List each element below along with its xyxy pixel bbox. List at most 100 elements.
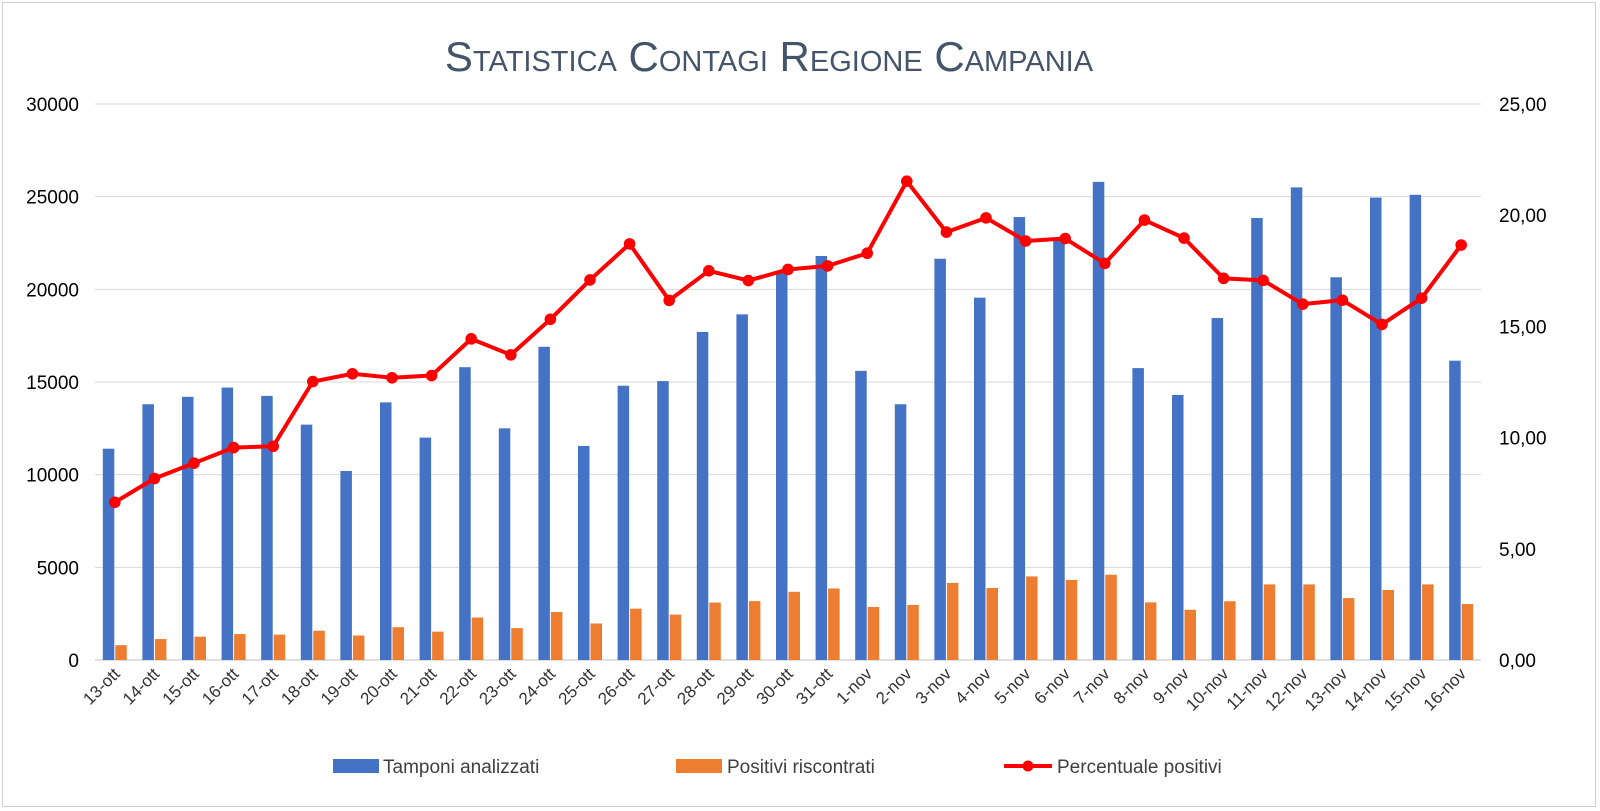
x-tick-label: 23-ott: [475, 664, 519, 708]
legend-swatch-tamponi: [333, 759, 379, 773]
point-percentuale: [425, 369, 438, 382]
y-right-tick-label: 5,00: [1499, 540, 1536, 561]
x-tick-label: 14-ott: [119, 664, 163, 708]
bar-positivi: [234, 634, 246, 660]
point-percentuale: [505, 349, 517, 361]
x-tick-label: 20-ott: [357, 664, 401, 708]
bar-positivi: [709, 602, 721, 660]
bar-positivi: [590, 623, 602, 660]
legend-label-positivi: Positivi riscontrati: [727, 757, 875, 778]
bar-tamponi: [221, 387, 234, 660]
bar-positivi: [1065, 579, 1078, 660]
bar-tamponi: [142, 404, 154, 660]
x-tick-label: 31-ott: [792, 664, 836, 708]
legend-item-positivi: Positivi riscontrati: [676, 757, 875, 778]
point-percentuale: [742, 274, 755, 287]
bar-positivi: [115, 645, 127, 660]
point-percentuale: [821, 260, 834, 272]
y-right-tick-label: 15,00: [1499, 317, 1547, 338]
y-left-tick-label: 10000: [26, 466, 79, 487]
bar-tamponi: [815, 255, 828, 660]
bar-tamponi: [1211, 318, 1224, 660]
point-percentuale: [544, 313, 557, 326]
bar-tamponi: [380, 402, 392, 660]
x-tick-label: 12-nov: [1261, 664, 1312, 715]
bar-positivi: [1263, 584, 1276, 660]
x-tick-label: 16-nov: [1420, 664, 1471, 715]
point-percentuale: [1217, 272, 1230, 285]
x-tick-label: 7-nov: [1070, 664, 1114, 708]
bar-positivi: [946, 582, 959, 660]
bar-positivi: [392, 627, 404, 660]
point-percentuale: [1415, 292, 1428, 304]
x-axis: 13-ott14-ott15-ott16-ott17-ott18-ott19-o…: [79, 664, 1470, 715]
bar-positivi: [1422, 584, 1434, 660]
bar-positivi: [550, 611, 563, 660]
bar-tamponi: [736, 314, 748, 660]
x-tick-label: 25-ott: [555, 664, 599, 708]
x-tick-label: 28-ott: [673, 664, 717, 708]
point-percentuale: [980, 212, 992, 224]
bar-positivi: [1026, 576, 1038, 660]
bar-tamponi: [340, 470, 352, 660]
x-tick-label: 16-ott: [198, 664, 242, 708]
bar-positivi: [1382, 589, 1394, 660]
legend-label-tamponi: Tamponi analizzati: [383, 757, 539, 778]
x-tick-label: 10-nov: [1182, 664, 1233, 715]
y-left-tick-label: 5000: [37, 558, 79, 579]
bar-positivi: [788, 591, 800, 660]
y-right-tick-label: 25,00: [1499, 95, 1547, 116]
series-tamponi-bars: [102, 181, 1461, 661]
bar-tamponi: [498, 428, 511, 660]
x-tick-label: 17-ott: [238, 664, 282, 708]
bar-positivi: [471, 617, 484, 660]
bar-positivi: [154, 639, 167, 660]
y-right-tick-label: 20,00: [1499, 206, 1547, 227]
chart-canvas: Statistica Contagi Regione Campania 0 500…: [26, 33, 1547, 778]
point-percentuale: [861, 247, 873, 260]
bar-tamponi: [1132, 368, 1144, 660]
point-percentuale: [386, 371, 398, 384]
bar-tamponi: [1449, 360, 1461, 660]
x-tick-label: 24-ott: [515, 664, 559, 708]
y-left-tick-label: 30000: [26, 95, 79, 116]
bar-positivi: [1461, 604, 1474, 660]
point-percentuale: [940, 226, 953, 238]
bar-positivi: [986, 587, 998, 660]
point-percentuale: [1138, 214, 1151, 226]
bar-positivi: [194, 636, 206, 660]
bar-tamponi: [617, 385, 630, 660]
bar-positivi: [1105, 574, 1117, 660]
x-tick-label: 3-nov: [912, 664, 956, 708]
bar-tamponi: [261, 395, 273, 660]
point-percentuale: [782, 263, 794, 276]
legend-item-percentuale: Percentuale positivi: [1004, 757, 1222, 778]
legend-swatch-positivi: [676, 759, 722, 773]
point-percentuale: [584, 274, 596, 286]
bar-positivi: [867, 606, 880, 660]
bar-positivi: [907, 604, 919, 660]
point-percentuale: [1099, 257, 1111, 270]
bar-positivi: [748, 601, 761, 660]
point-percentuale: [663, 294, 675, 307]
bar-tamponi: [1290, 187, 1303, 660]
bar-positivi: [313, 630, 325, 660]
bar-positivi: [1224, 601, 1236, 660]
bar-tamponi: [459, 367, 471, 660]
bar-tamponi: [1092, 181, 1105, 660]
bar-tamponi: [776, 271, 788, 660]
bar-positivi: [1144, 602, 1157, 660]
x-tick-label: 2-nov: [872, 664, 916, 708]
bar-tamponi: [855, 370, 867, 660]
point-percentuale: [227, 441, 240, 454]
bar-positivi: [828, 588, 840, 660]
y-left-tick-label: 15000: [26, 373, 79, 394]
y-left-tick-label: 20000: [26, 280, 79, 301]
y-right-tick-label: 0,00: [1499, 651, 1536, 672]
y-axis-left: 0 5000 10000 15000 20000 25000 30000: [26, 95, 79, 672]
bar-positivi: [352, 635, 365, 660]
point-percentuale: [188, 457, 200, 469]
series-percentuale-line: [109, 175, 1467, 509]
bar-tamponi: [1053, 237, 1065, 660]
bar-positivi: [511, 628, 523, 660]
